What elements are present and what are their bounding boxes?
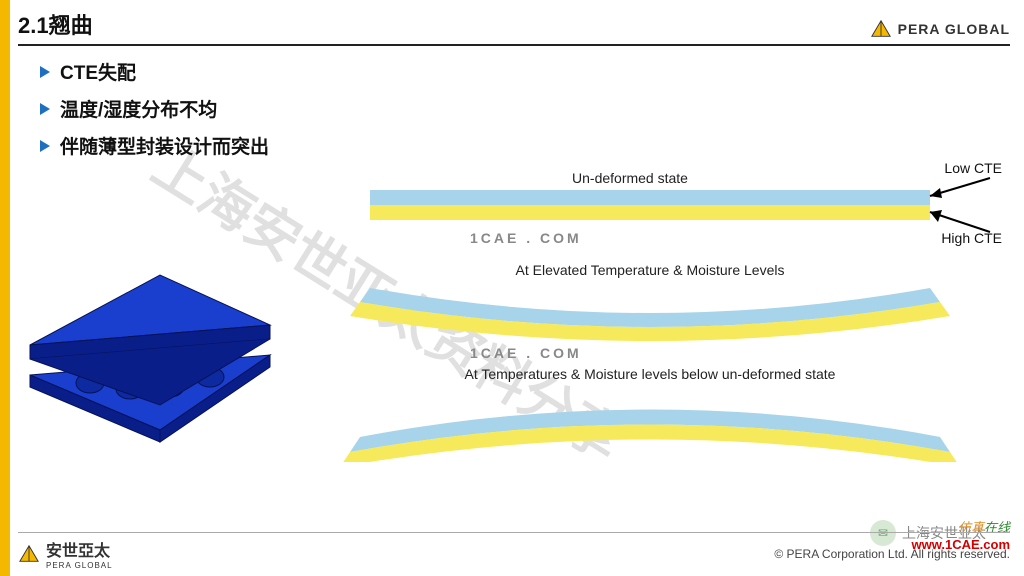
state1-label: Un-deformed state xyxy=(260,170,1000,186)
bullet-item: 温度/湿度分布不均 xyxy=(40,95,269,122)
bilayer-curve-up xyxy=(340,382,960,462)
page-title: 2.1翘曲 xyxy=(18,8,93,40)
bullet-marker-icon xyxy=(40,66,50,78)
arrow-high-cte-icon xyxy=(912,206,992,236)
bilayer-curve-down xyxy=(340,278,960,348)
copyright: © PERA Corporation Ltd. All rights reser… xyxy=(774,547,1010,561)
footer: 安世亞太 PERA GLOBAL © PERA Corporation Ltd.… xyxy=(18,532,1010,570)
bilayer-flat xyxy=(370,190,930,220)
warped-package-3d xyxy=(20,255,280,455)
high-cte-layer xyxy=(370,205,930,220)
bullet-text: 温度/湿度分布不均 xyxy=(60,95,217,122)
brand-triangle-icon xyxy=(18,543,40,565)
bullet-item: 伴随薄型封装设计而突出 xyxy=(40,132,269,159)
logo-bottom: 安世亞太 PERA GLOBAL xyxy=(18,537,113,570)
low-cte-layer xyxy=(370,190,930,205)
logo-top: PERA GLOBAL xyxy=(870,18,1010,40)
brand-triangle-icon xyxy=(870,18,892,40)
accent-bar xyxy=(0,0,10,576)
bullet-text: 伴随薄型封装设计而突出 xyxy=(60,132,269,159)
cte-diagram: Un-deformed state Low CTE High CTE At El… xyxy=(300,170,1000,462)
bullet-marker-icon xyxy=(40,103,50,115)
state3-label: At Temperatures & Moisture levels below … xyxy=(300,366,1000,382)
bullet-item: CTE失配 xyxy=(40,58,269,85)
header: 2.1翘曲 PERA GLOBAL xyxy=(18,8,1010,46)
brand-cn: 安世亞太 xyxy=(46,543,110,560)
arrow-low-cte-icon xyxy=(912,176,992,202)
bullet-marker-icon xyxy=(40,140,50,152)
brand-name-top: PERA GLOBAL xyxy=(898,21,1010,37)
bullet-text: CTE失配 xyxy=(60,58,136,85)
bullet-list: CTE失配 温度/湿度分布不均 伴随薄型封装设计而突出 xyxy=(40,58,269,169)
state2-label: At Elevated Temperature & Moisture Level… xyxy=(300,262,1000,278)
brand-en: PERA GLOBAL xyxy=(46,561,113,570)
low-cte-label: Low CTE xyxy=(944,160,1002,176)
